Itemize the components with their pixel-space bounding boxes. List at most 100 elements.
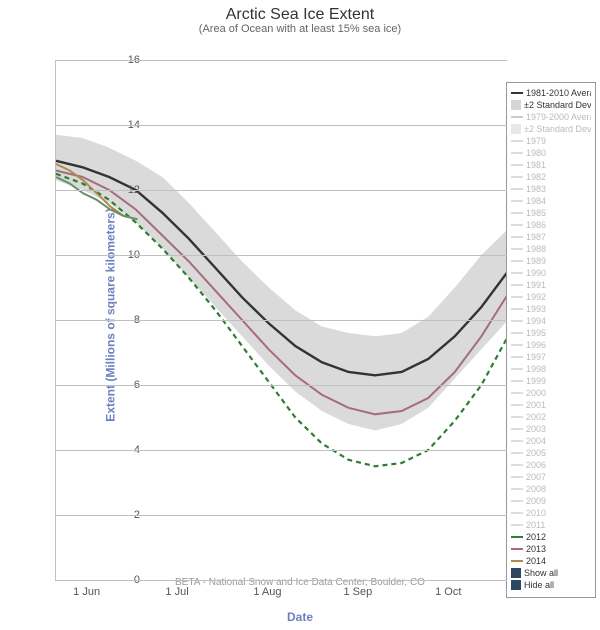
legend-swatch [511, 116, 523, 118]
legend-label: ±2 Standard Deviations [524, 123, 591, 135]
box-icon [511, 568, 521, 578]
legend-label: 1987 [526, 231, 546, 243]
legend-label: 2001 [526, 399, 546, 411]
legend-item-year[interactable]: 1988 [511, 243, 591, 255]
legend-item-year[interactable]: 2007 [511, 471, 591, 483]
legend-item-year[interactable]: 1985 [511, 207, 591, 219]
legend-label: 1984 [526, 195, 546, 207]
legend-item-year[interactable]: 1991 [511, 279, 591, 291]
legend-item-year[interactable]: 2001 [511, 399, 591, 411]
legend-item-year[interactable]: 1983 [511, 183, 591, 195]
legend-item-year[interactable]: 1992 [511, 291, 591, 303]
legend-item-year[interactable]: 1982 [511, 171, 591, 183]
legend-item-year[interactable]: 2012 [511, 531, 591, 543]
legend-label: 1980 [526, 147, 546, 159]
legend-swatch [511, 212, 523, 214]
legend-item-year[interactable]: 1996 [511, 339, 591, 351]
legend-swatch [511, 488, 523, 490]
legend-label: 2006 [526, 459, 546, 471]
gridline [55, 515, 507, 516]
legend-item-year[interactable]: 2009 [511, 495, 591, 507]
legend-item-year[interactable]: 1990 [511, 267, 591, 279]
legend-item-year[interactable]: 1979 [511, 135, 591, 147]
legend-swatch [511, 344, 523, 346]
legend-swatch [511, 512, 523, 514]
legend-item-year[interactable]: 2011 [511, 519, 591, 531]
gridline [55, 125, 507, 126]
legend-item-year[interactable]: 2008 [511, 483, 591, 495]
legend-item[interactable]: ±2 Standard Deviations [511, 99, 591, 111]
legend-swatch [511, 320, 523, 322]
legend-item[interactable]: 1981-2010 Average [511, 87, 591, 99]
legend-label: 2010 [526, 507, 546, 519]
legend-item-year[interactable]: 1995 [511, 327, 591, 339]
legend-swatch [511, 428, 523, 430]
legend-label: 1982 [526, 171, 546, 183]
legend-item-year[interactable]: 1994 [511, 315, 591, 327]
legend-label: 2004 [526, 435, 546, 447]
legend-show-all[interactable]: Show all [511, 567, 591, 579]
legend-swatch [511, 452, 523, 454]
legend-swatch [511, 92, 523, 94]
gridline [55, 385, 507, 386]
legend-item-year[interactable]: 2003 [511, 423, 591, 435]
legend-item[interactable]: 1979-2000 Average [511, 111, 591, 123]
legend-item-year[interactable]: 2004 [511, 435, 591, 447]
legend-item-year[interactable]: 1981 [511, 159, 591, 171]
legend-item-year[interactable]: 1993 [511, 303, 591, 315]
legend-label: 1994 [526, 315, 546, 327]
legend-label: 1995 [526, 327, 546, 339]
legend-label: 1979 [526, 135, 546, 147]
legend-item-year[interactable]: 1984 [511, 195, 591, 207]
legend-item-year[interactable]: 2002 [511, 411, 591, 423]
gridline [55, 320, 507, 321]
legend-swatch [511, 560, 523, 562]
legend-item-year[interactable]: 2006 [511, 459, 591, 471]
legend-swatch [511, 416, 523, 418]
legend-hide-all[interactable]: Hide all [511, 579, 591, 591]
legend-label: 1983 [526, 183, 546, 195]
legend-item-year[interactable]: 1980 [511, 147, 591, 159]
legend-item[interactable]: ±2 Standard Deviations [511, 123, 591, 135]
legend-swatch [511, 524, 523, 526]
box-icon [511, 580, 521, 590]
legend-swatch [511, 392, 523, 394]
legend-item-year[interactable]: 1998 [511, 363, 591, 375]
legend-item-year[interactable]: 2000 [511, 387, 591, 399]
chart-subtitle: (Area of Ocean with at least 15% sea ice… [0, 23, 600, 35]
legend-label: 2008 [526, 483, 546, 495]
legend-swatch [511, 440, 523, 442]
legend-swatch [511, 284, 523, 286]
chart-title: Arctic Sea Ice Extent [0, 0, 600, 24]
legend-swatch [511, 476, 523, 478]
legend-swatch [511, 224, 523, 226]
legend-label: ±2 Standard Deviations [524, 99, 591, 111]
legend-label: 1993 [526, 303, 546, 315]
legend-item-year[interactable]: 1999 [511, 375, 591, 387]
legend-label: 1992 [526, 291, 546, 303]
gridline [55, 190, 507, 191]
legend-label: Hide all [524, 579, 554, 591]
legend-label: Show all [524, 567, 558, 579]
legend-item-year[interactable]: 2013 [511, 543, 591, 555]
legend-item-year[interactable]: 1997 [511, 351, 591, 363]
legend-label: 1998 [526, 363, 546, 375]
arctic-sea-ice-chart: Arctic Sea Ice Extent (Area of Ocean wit… [0, 0, 600, 630]
legend-label: 1986 [526, 219, 546, 231]
legend-label: 1991 [526, 279, 546, 291]
legend-item-year[interactable]: 2010 [511, 507, 591, 519]
legend-item-year[interactable]: 2005 [511, 447, 591, 459]
gridline [55, 450, 507, 451]
legend-swatch [511, 308, 523, 310]
legend-swatch [511, 236, 523, 238]
legend-item-year[interactable]: 1987 [511, 231, 591, 243]
legend-swatch [511, 536, 523, 538]
legend-swatch [511, 500, 523, 502]
legend-label: 2014 [526, 555, 546, 567]
legend-item-year[interactable]: 1986 [511, 219, 591, 231]
legend-item-year[interactable]: 2014 [511, 555, 591, 567]
legend-item-year[interactable]: 1989 [511, 255, 591, 267]
legend-swatch [511, 296, 523, 298]
legend-swatch [511, 248, 523, 250]
legend-swatch [511, 548, 523, 550]
